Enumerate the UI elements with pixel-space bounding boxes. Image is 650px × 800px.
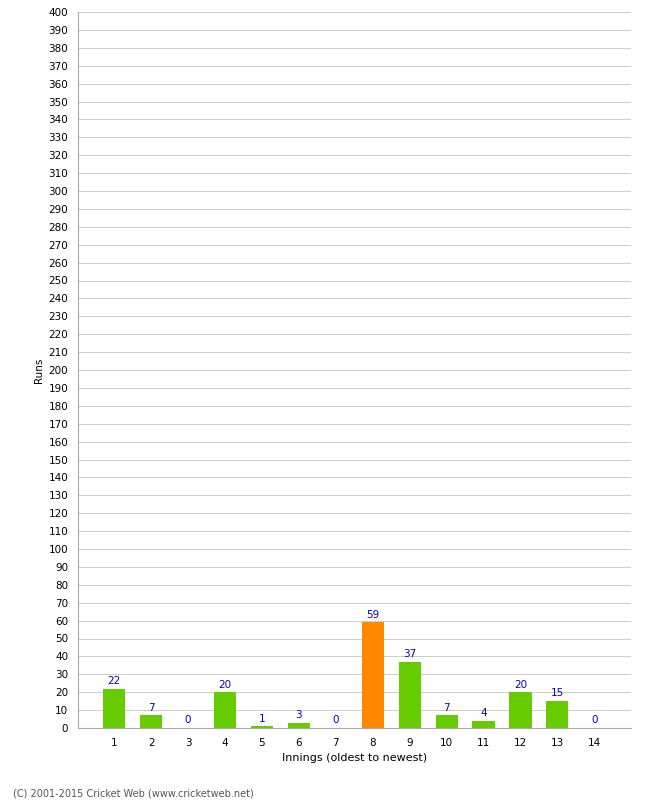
Bar bbox=[510, 692, 532, 728]
Bar bbox=[436, 715, 458, 728]
Text: 15: 15 bbox=[551, 689, 564, 698]
Bar bbox=[251, 726, 273, 728]
Text: 37: 37 bbox=[403, 649, 416, 659]
Text: 20: 20 bbox=[218, 679, 231, 690]
Text: 20: 20 bbox=[514, 679, 527, 690]
Bar bbox=[140, 715, 162, 728]
Text: 0: 0 bbox=[185, 715, 191, 726]
Text: 4: 4 bbox=[480, 708, 487, 718]
Bar bbox=[214, 692, 236, 728]
Bar bbox=[546, 701, 569, 728]
Y-axis label: Runs: Runs bbox=[34, 358, 44, 382]
Text: (C) 2001-2015 Cricket Web (www.cricketweb.net): (C) 2001-2015 Cricket Web (www.cricketwe… bbox=[13, 788, 254, 798]
Bar bbox=[361, 622, 384, 728]
Text: 7: 7 bbox=[443, 702, 450, 713]
Bar bbox=[473, 721, 495, 728]
Text: 1: 1 bbox=[259, 714, 265, 723]
Bar bbox=[103, 689, 125, 728]
Text: 59: 59 bbox=[366, 610, 380, 620]
Bar bbox=[288, 722, 310, 728]
Text: 0: 0 bbox=[591, 715, 597, 726]
Text: 3: 3 bbox=[296, 710, 302, 720]
Text: 0: 0 bbox=[333, 715, 339, 726]
Text: 22: 22 bbox=[107, 676, 121, 686]
Text: 7: 7 bbox=[148, 702, 155, 713]
Bar bbox=[398, 662, 421, 728]
X-axis label: Innings (oldest to newest): Innings (oldest to newest) bbox=[281, 754, 427, 763]
